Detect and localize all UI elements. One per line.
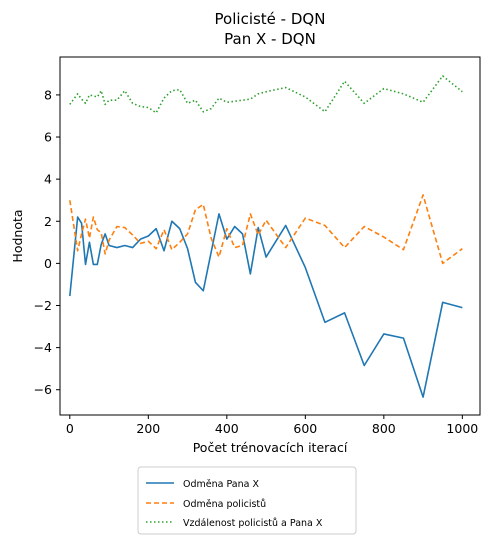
- tick-layer: 0 200 400 600 800 1000 −6 −4 −2 0 2 4 6 8: [34, 87, 479, 436]
- x-tick-label-2: 400: [215, 421, 239, 436]
- x-tick-label-5: 1000: [446, 421, 478, 436]
- x-tick-label-1: 200: [136, 421, 160, 436]
- series-line-0: [69, 213, 463, 398]
- x-tick-label-4: 800: [372, 421, 396, 436]
- y-tick-label-3: 0: [44, 256, 52, 271]
- y-tick-label-0: −6: [34, 382, 52, 397]
- y-tick-label-5: 4: [44, 172, 52, 187]
- y-tick-label-7: 8: [44, 87, 52, 102]
- legend-label-0: Odměna Pana X: [183, 479, 259, 490]
- series-line-2: [69, 75, 463, 114]
- legend-frame: [137, 466, 357, 535]
- legend-label-1: Odměna policistů: [183, 499, 266, 510]
- chart-title-line-2: Pan X - DQN: [224, 30, 316, 48]
- y-tick-label-2: −2: [34, 298, 52, 313]
- y-tick-label-6: 6: [44, 130, 52, 145]
- x-tick-label-0: 0: [66, 421, 74, 436]
- legend: Odměna Pana X Odměna policistů Vzdálenos…: [137, 466, 357, 535]
- y-axis-label: Hodnota: [10, 209, 25, 262]
- x-tick-label-3: 600: [293, 421, 317, 436]
- plot-area-frame: [59, 56, 481, 416]
- x-axis-label: Počet trénovacích iterací: [193, 440, 348, 455]
- y-tick-label-1: −4: [34, 340, 52, 355]
- y-tick-label-4: 2: [44, 214, 52, 229]
- series-layer: [69, 75, 463, 398]
- series-line-1: [69, 194, 463, 265]
- legend-label-2: Vzdálenost policistů a Pana X: [183, 518, 323, 529]
- chart-title-line-1: Policisté - DQN: [215, 10, 326, 28]
